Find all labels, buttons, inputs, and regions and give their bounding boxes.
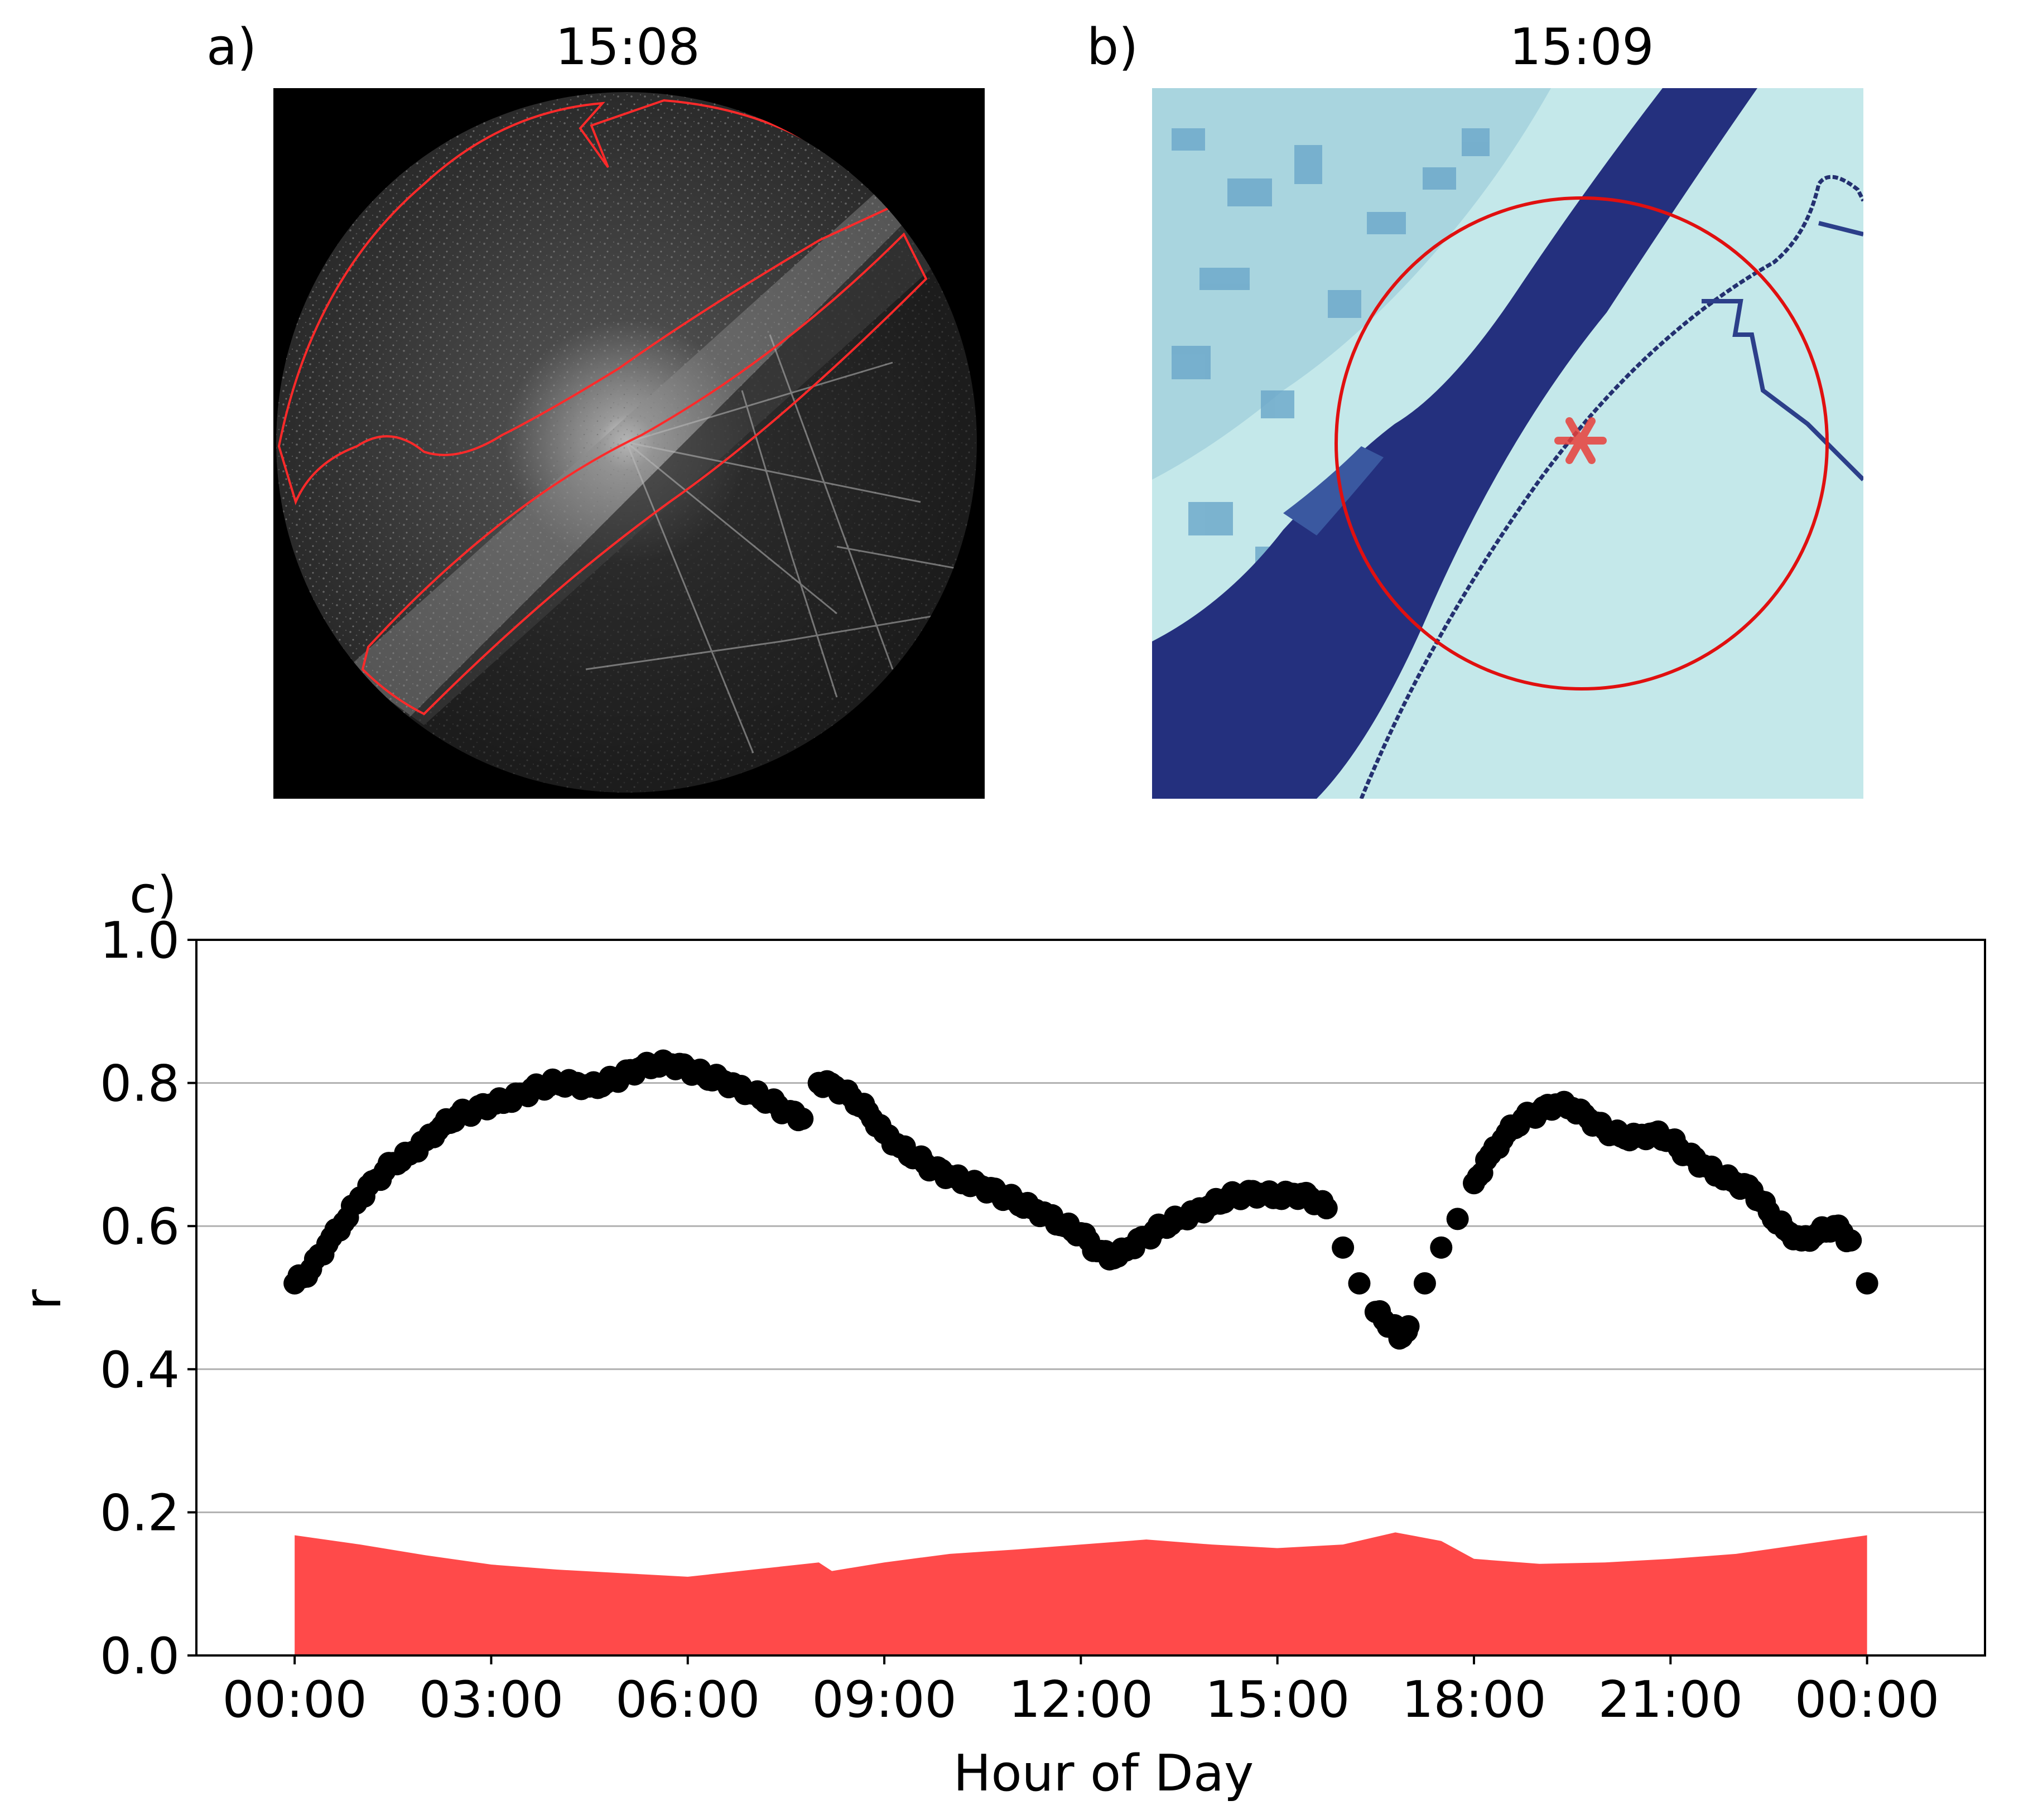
- panel-a-title: 15:08: [555, 18, 700, 76]
- y-grid: [196, 1082, 1985, 1513]
- plot-frame: [195, 939, 1986, 1657]
- x-tick-label: 15:00: [1205, 1671, 1350, 1729]
- x-tick-label: 00:00: [222, 1671, 367, 1729]
- y-tick-label: 0.8: [100, 1055, 180, 1113]
- x-tick-label: 00:00: [1795, 1671, 1939, 1729]
- y-tick-label: 1.0: [100, 911, 180, 970]
- map-image: [1152, 88, 1863, 799]
- panel-b-label: b): [1087, 18, 1138, 76]
- y-tick-label: 0.4: [100, 1341, 180, 1399]
- y-axis-label: r: [14, 1289, 73, 1310]
- scatter-point: [1413, 1272, 1436, 1295]
- panel-b-title: 15:09: [1509, 18, 1654, 76]
- x-tick-label: 18:00: [1401, 1671, 1546, 1729]
- panel-a: a) 15:08: [206, 18, 985, 799]
- location-star: [1554, 417, 1607, 464]
- panel-c-chart: c) 00:00 03:00 06:00 09:00 12:00 15:00 18:00 21…: [14, 866, 1986, 1803]
- scatter-point: [1430, 1236, 1453, 1259]
- area-series: [295, 1532, 1867, 1655]
- scatter-point: [1839, 1229, 1862, 1252]
- panel-b: b) 15:09: [1087, 18, 1863, 799]
- scatter-point: [791, 1107, 814, 1130]
- scatter-point: [1397, 1315, 1420, 1338]
- scatter-point: [1348, 1272, 1371, 1295]
- scatter-point: [1856, 1272, 1878, 1295]
- x-tick-label: 21:00: [1598, 1671, 1743, 1729]
- panel-a-label: a): [206, 18, 257, 76]
- x-axis: 00:00 03:00 06:00 09:00 12:00 15:00 18:00 21:00…: [222, 1655, 1939, 1729]
- x-tick-label: 03:00: [419, 1671, 563, 1729]
- radar-image: [276, 92, 977, 793]
- x-tick-label: 06:00: [615, 1671, 760, 1729]
- y-tick-label: 0.6: [100, 1198, 180, 1256]
- scatter-point: [1446, 1208, 1469, 1230]
- x-tick-label: 09:00: [812, 1671, 956, 1729]
- y-tick-label: 0.0: [100, 1627, 180, 1686]
- range-circle: [1334, 196, 1829, 691]
- scatter-point: [1315, 1197, 1338, 1220]
- scatter-series: [283, 1049, 1878, 1350]
- area-fill: [295, 1532, 1867, 1655]
- scatter-point: [1332, 1236, 1355, 1259]
- panel-c-label: c): [129, 866, 177, 924]
- y-axis: 0.0 0.2 0.4 0.6 0.8 1.0: [100, 911, 196, 1686]
- x-tick-label: 12:00: [1009, 1671, 1153, 1729]
- x-axis-label: Hour of Day: [953, 1744, 1254, 1803]
- y-tick-label: 0.2: [100, 1484, 180, 1542]
